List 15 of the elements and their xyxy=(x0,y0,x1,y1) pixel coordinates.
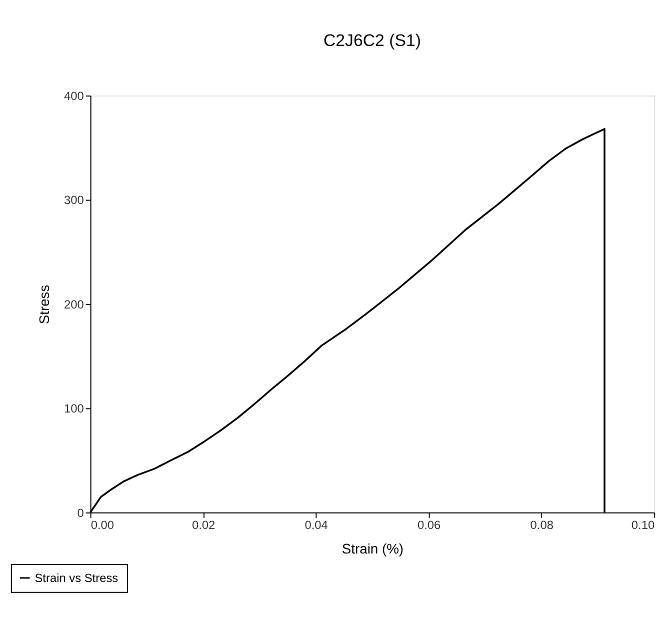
y-tick-label: 100 xyxy=(64,402,84,416)
y-tick-label: 400 xyxy=(64,89,84,104)
x-tick-label: 0.00 xyxy=(90,518,114,532)
x-tick-label: 0.06 xyxy=(418,518,442,532)
x-tick-label: 0.02 xyxy=(192,518,216,532)
x-tick-label: 0.10 xyxy=(631,518,655,532)
x-tick-label: 0.08 xyxy=(530,518,554,532)
y-tick-label: 300 xyxy=(64,193,84,208)
x-axis-title: Strain (%) xyxy=(342,540,404,557)
chart-title: C2J6C2 (S1) xyxy=(323,30,421,50)
x-tick-label: 0.04 xyxy=(304,518,328,532)
y-axis-title: Stress xyxy=(36,284,52,324)
legend-label: Strain vs Stress xyxy=(34,570,118,585)
y-tick-label: 200 xyxy=(64,297,84,312)
y-tick-label: 0 xyxy=(77,506,84,520)
